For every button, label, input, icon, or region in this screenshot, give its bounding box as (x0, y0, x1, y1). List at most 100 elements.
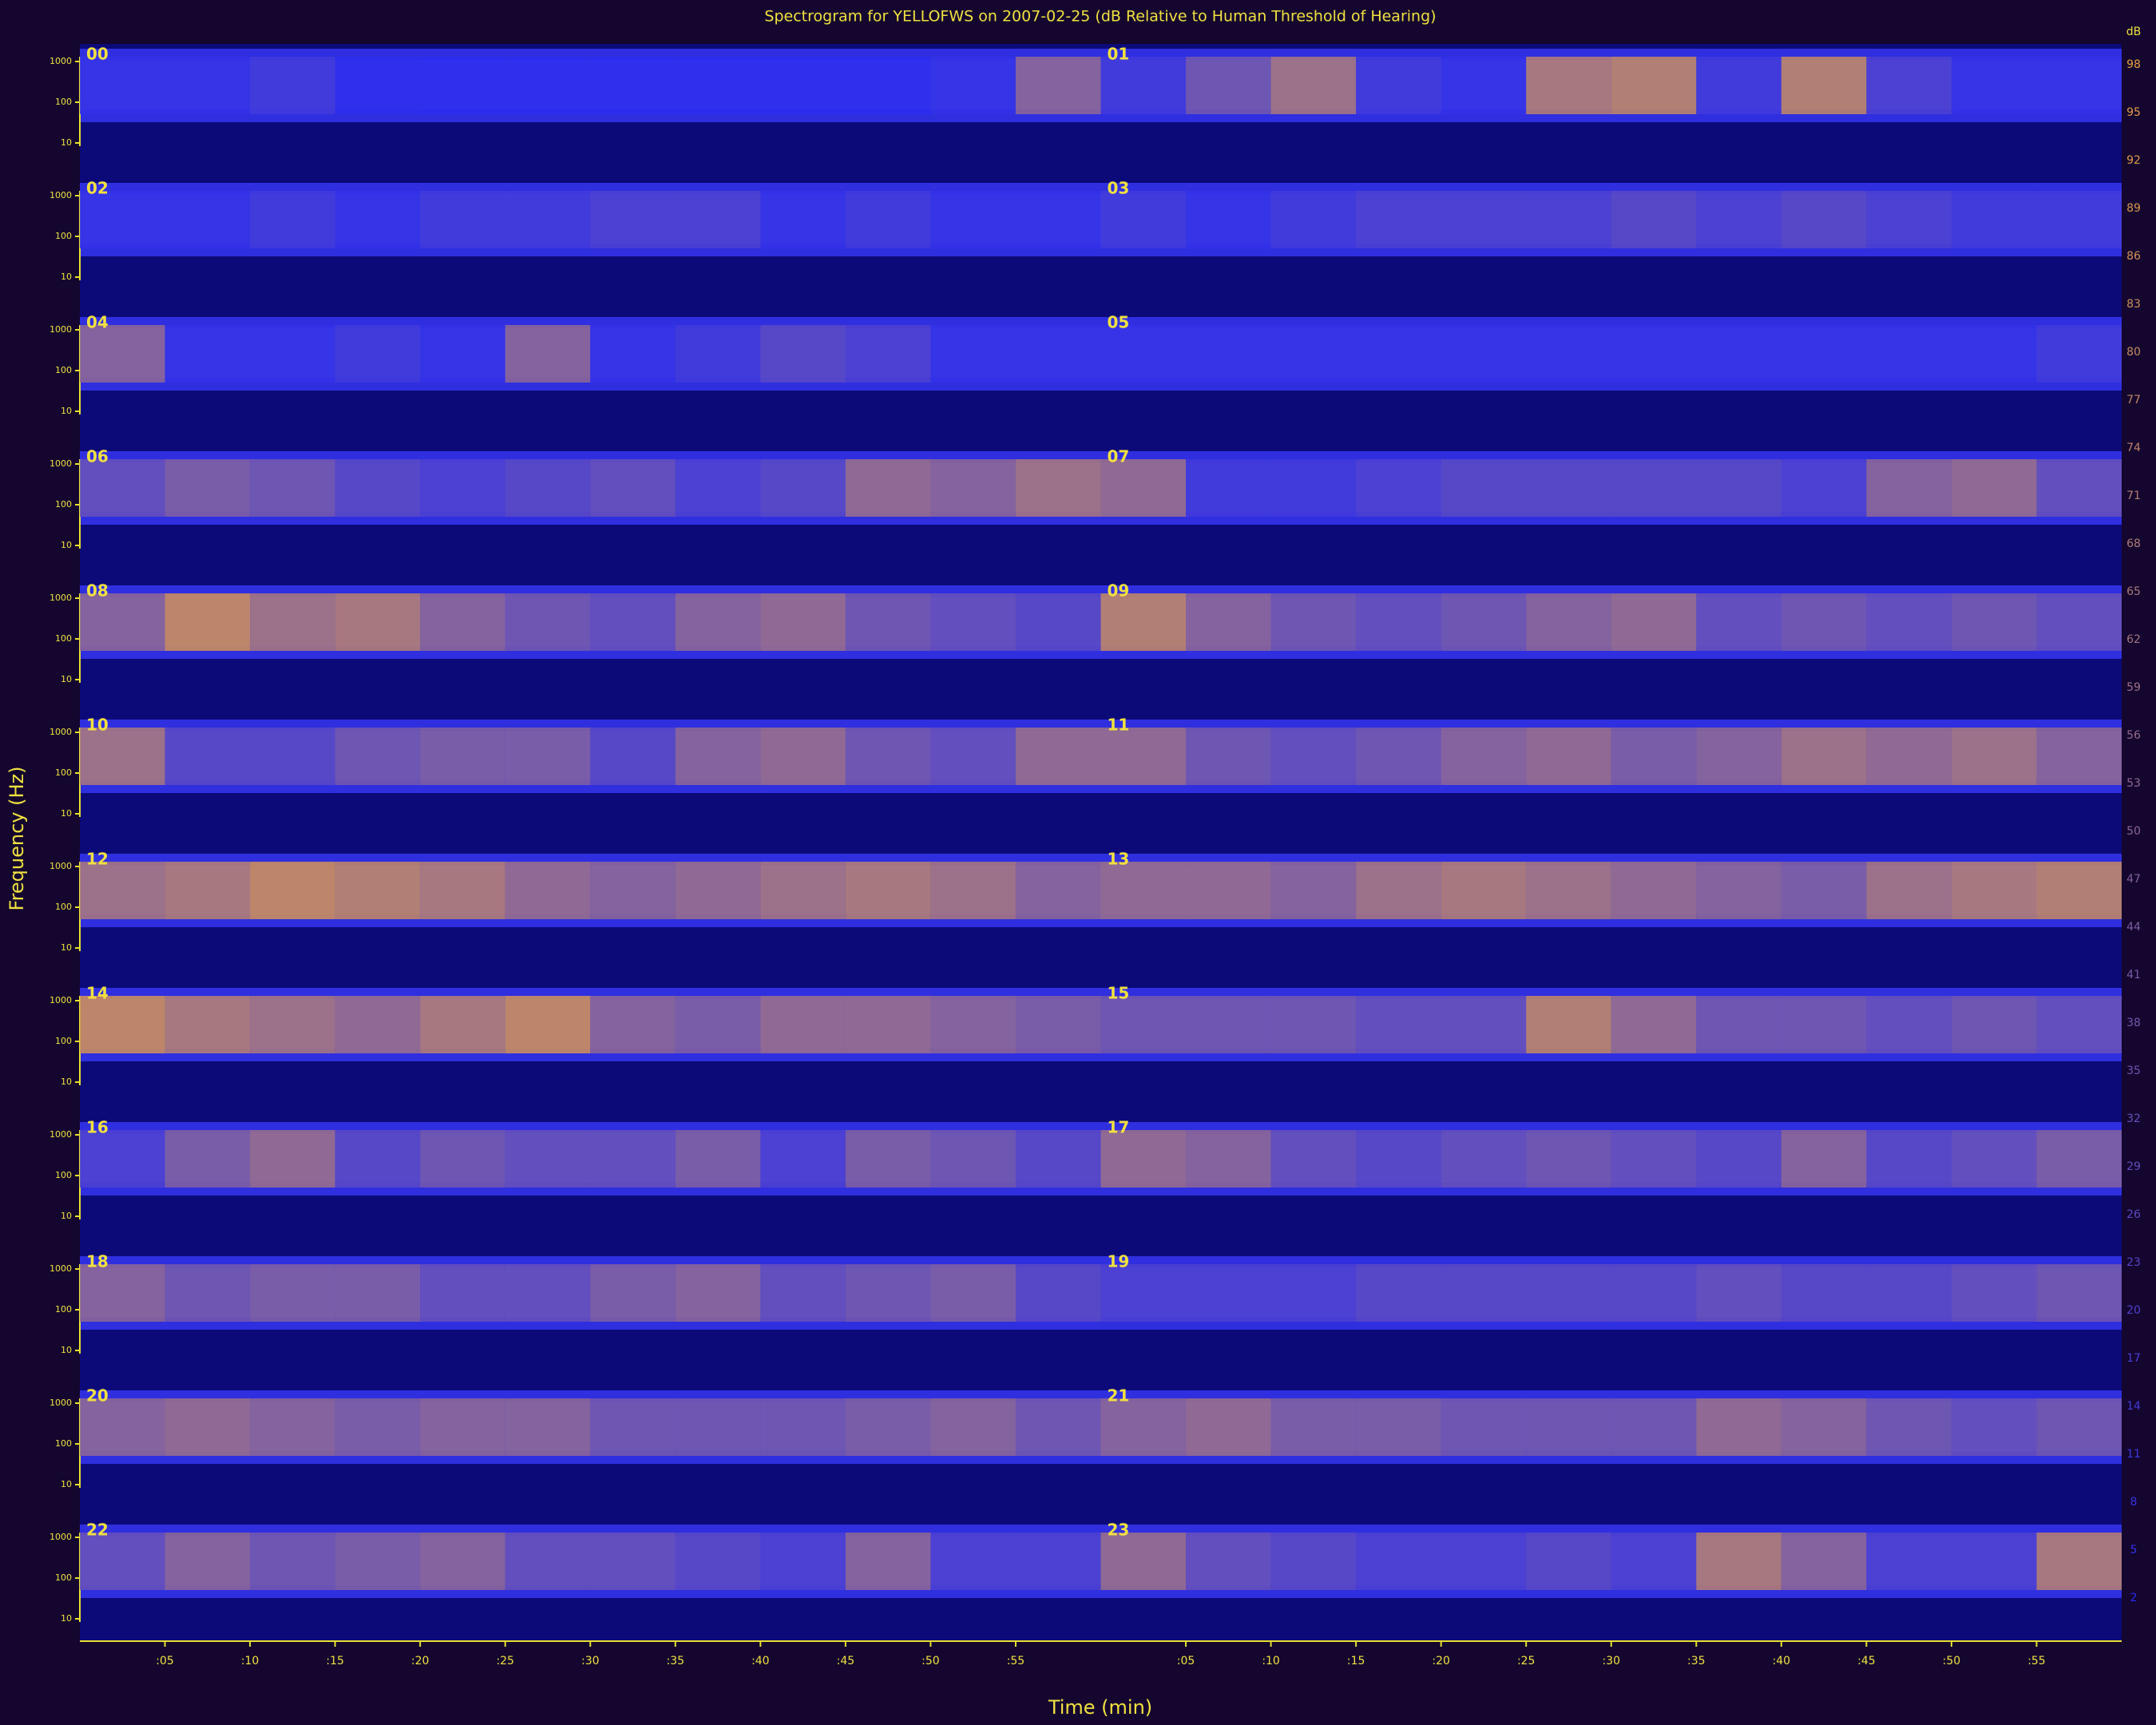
colorbar-tick-label: 95 (2126, 106, 2141, 119)
y-tick-label: 1000 (50, 324, 72, 335)
spectrogram-cell (420, 325, 505, 383)
spectrogram-cell (1441, 325, 1527, 383)
spectrogram-cell (1270, 862, 1357, 919)
hour-label: 10 (86, 716, 109, 735)
spectrogram-cell (1951, 593, 2037, 651)
hour-label: 16 (86, 1118, 109, 1137)
colorbar-tick-label: 92 (2126, 154, 2141, 167)
spectrogram-cell (1270, 1398, 1357, 1456)
spectrogram-cell (1100, 996, 1187, 1053)
colorbar-tick-label: 32 (2126, 1112, 2141, 1125)
x-tick-label: :40 (1773, 1655, 1791, 1668)
spectrogram-cell (2036, 325, 2122, 383)
spectrogram-cell (1781, 862, 1867, 919)
spectrogram-cell (1441, 1398, 1527, 1456)
colorbar-tick-label: 68 (2126, 537, 2141, 550)
y-tick-label: 100 (55, 1438, 72, 1449)
spectrogram-cell (1015, 1398, 1101, 1456)
spectrogram-cell (1526, 593, 1611, 651)
x-tick-label: :05 (1177, 1655, 1195, 1668)
spectrogram-cell (1866, 1533, 1952, 1590)
y-tick-label: 10 (61, 1345, 72, 1355)
spectrogram-cell (1015, 1533, 1101, 1590)
x-tick-label: :35 (1687, 1655, 1706, 1668)
spectrogram-cell (1781, 593, 1867, 651)
spectrogram-cell (80, 57, 165, 114)
spectrogram-cell (164, 1264, 251, 1322)
spectrogram-cell (80, 1130, 165, 1188)
spectrogram-cell (1186, 191, 1271, 248)
spectrogram-cell (1611, 996, 1697, 1053)
spectrogram-cell (760, 1398, 846, 1456)
spectrogram-cell (1696, 862, 1781, 919)
spectrogram-cell (1270, 728, 1357, 785)
spectrogram-cell (1270, 593, 1357, 651)
spectrogram-cell (1186, 1398, 1271, 1456)
spectrogram-cell (250, 728, 335, 785)
colorbar-tick-label: 17 (2126, 1352, 2141, 1365)
x-tick-label: :30 (581, 1655, 600, 1668)
colorbar-tick-label: 59 (2126, 681, 2141, 694)
y-tick-label: 1000 (50, 56, 72, 66)
hour-label: 14 (86, 984, 109, 1003)
spectrogram-cell (845, 1130, 931, 1188)
spectrogram-cell (1015, 1264, 1101, 1322)
spectrogram-cell (420, 459, 505, 517)
spectrogram-cell (335, 1130, 421, 1188)
spectrogram-cell (1356, 459, 1441, 517)
y-tick-label: 10 (61, 137, 72, 148)
spectrogram-cell (760, 862, 846, 919)
colorbar-tick-label: 62 (2126, 633, 2141, 646)
spectrogram-cell (1441, 862, 1527, 919)
y-tick-label: 10 (61, 808, 72, 819)
spectrogram-cell (590, 1398, 676, 1456)
y-tick-label: 10 (61, 540, 72, 550)
spectrogram-cell (590, 728, 676, 785)
spectrogram-cell (420, 1398, 505, 1456)
spectrogram-cell (1781, 1264, 1867, 1322)
spectrogram-cell (1696, 996, 1781, 1053)
hour-label: 00 (86, 45, 109, 64)
spectrogram-cell (1696, 728, 1781, 785)
spectrogram-cell (1526, 1264, 1611, 1322)
spectrogram-cell (845, 325, 931, 383)
hour-label: 13 (1108, 850, 1130, 869)
x-tick-label: :25 (1517, 1655, 1536, 1668)
colorbar-tick-label: 11 (2126, 1448, 2141, 1461)
plot-area (80, 44, 2122, 1641)
spectrogram-cell (1781, 191, 1867, 248)
spectrogram-cell (1186, 593, 1271, 651)
spectrogram-cell (1611, 1264, 1697, 1322)
spectrogram-cell (590, 191, 676, 248)
x-tick-label: :50 (1943, 1655, 1961, 1668)
colorbar-tick-label: 65 (2126, 585, 2141, 598)
spectrogram-cell (1611, 57, 1697, 114)
y-tick-label: 1000 (50, 1129, 72, 1140)
spectrogram-cell (335, 1398, 421, 1456)
hour-label: 15 (1108, 984, 1130, 1003)
spectrogram-cell (505, 1130, 591, 1188)
hour-label: 06 (86, 447, 109, 466)
y-tick-label: 100 (55, 1036, 72, 1046)
x-tick-label: :45 (1857, 1655, 1876, 1668)
spectrogram-cell (1781, 57, 1867, 114)
spectrogram-cell (845, 191, 931, 248)
colorbar-tick-label: 14 (2126, 1400, 2141, 1413)
spectrogram-cell (1696, 191, 1781, 248)
spectrogram-cell (505, 325, 591, 383)
spectrogram-cell (1100, 325, 1187, 383)
colorbar-tick-label: 47 (2126, 873, 2141, 886)
y-tick-label: 100 (55, 902, 72, 912)
spectrogram-cell (1781, 459, 1867, 517)
spectrogram-cell (1526, 191, 1611, 248)
spectrogram-cell (930, 593, 1016, 651)
spectrogram-cell (1611, 191, 1697, 248)
spectrogram-cell (675, 459, 761, 517)
spectrogram-cell (845, 459, 931, 517)
colorbar-tick-label: 80 (2126, 346, 2141, 359)
spectrogram-cell (930, 191, 1016, 248)
hour-label: 11 (1108, 716, 1130, 735)
y-tick-label: 1000 (50, 1532, 72, 1542)
spectrogram-cell (1526, 1130, 1611, 1188)
